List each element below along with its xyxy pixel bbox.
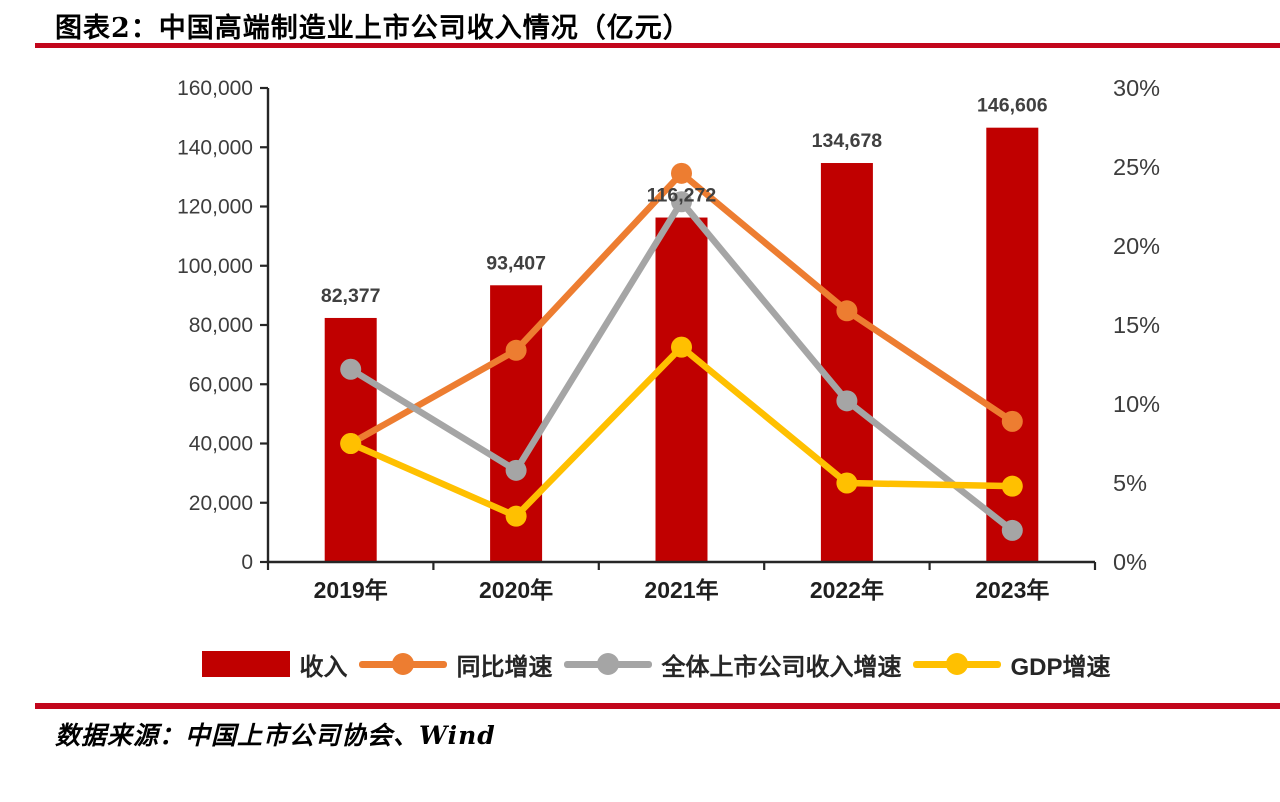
growth-marker-0-2023年: [1001, 410, 1023, 432]
growth-marker-2-2019年: [340, 433, 362, 454]
legend-label-gdp-growth: GDP增速: [1010, 653, 1111, 681]
growth-marker-1-2019年: [340, 358, 362, 380]
legend-label-all-listed-growth: 全体上市公司收入增速: [661, 653, 902, 681]
right-axis-tick-label: 25%: [1113, 154, 1160, 180]
chart-canvas: 82,377 93,407 116,272 134,678 146,606 0 20,000…: [177, 75, 1160, 603]
revenue-bar-2023年: [986, 127, 1039, 563]
left-axis-tick-label: 160,000: [177, 77, 253, 100]
x-axis-category-label: 2023年: [975, 577, 1049, 603]
growth-marker-1-2021年: [671, 191, 692, 213]
growth-marker-0-2022年: [836, 300, 858, 322]
left-axis-tick-label: 100,000: [177, 255, 253, 278]
chart-panel: 82,377 93,407 116,272 134,678 146,606 0 20,000…: [117, 48, 1196, 705]
legend-item-yoy-growth: 同比增速: [359, 647, 552, 682]
growth-marker-2-2022年: [836, 472, 858, 494]
right-axis-tick-label: 20%: [1113, 233, 1160, 259]
x-axis-category-label: 2022年: [810, 577, 884, 603]
x-axis-category-label: 2020年: [479, 577, 553, 603]
left-axis-tick-label: 40,000: [189, 433, 253, 456]
left-axis-tick-label: 140,000: [177, 136, 253, 159]
left-axis-tick-label: 120,000: [177, 196, 253, 219]
revenue-bar-2022年: [820, 163, 873, 562]
data-source-text: 数据来源：中国上市公司协会、Wind: [55, 721, 496, 750]
revenue-bar-2021年: [655, 217, 708, 563]
bar-value-label-2020年: 93,407: [486, 252, 546, 274]
legend-item-revenue: 收入: [202, 647, 347, 682]
bar-value-label-2021年: 116,272: [647, 185, 717, 207]
x-axis-category-label: 2019年: [314, 577, 388, 603]
bar-value-label-2019年: 82,377: [321, 285, 381, 307]
gdp-growth-line-marker-icon: [913, 652, 1002, 676]
growth-marker-2-2020年: [505, 505, 527, 527]
revenue-bar-swatch-icon: [202, 651, 291, 677]
growth-marker-2-2023年: [1001, 475, 1023, 497]
left-axis-tick-label: 0: [241, 551, 253, 574]
top-divider-rule: [35, 43, 1280, 48]
legend-label-revenue: 收入: [299, 653, 348, 681]
left-axis-tick-label: 60,000: [189, 373, 253, 396]
bar-value-label-2022年: 134,678: [812, 130, 883, 152]
growth-marker-1-2020年: [505, 459, 527, 481]
bottom-divider-rule: [35, 703, 1280, 709]
right-axis-tick-label: 5%: [1113, 470, 1147, 496]
legend-label-yoy-growth: 同比增速: [456, 653, 553, 681]
right-axis-tick-label: 0%: [1113, 549, 1147, 575]
yoy-growth-line-marker-icon: [359, 652, 448, 676]
growth-marker-2-2021年: [671, 336, 692, 358]
legend-item-all-listed-growth: 全体上市公司收入增速: [564, 647, 901, 682]
chart-title: 图表2：中国高端制造业上市公司收入情况（亿元）: [55, 13, 691, 44]
right-axis-tick-label: 15%: [1113, 312, 1160, 338]
growth-marker-1-2023年: [1001, 519, 1023, 541]
right-axis-tick-label: 10%: [1113, 391, 1160, 417]
left-axis-tick-label: 80,000: [189, 314, 253, 337]
chart-legend: 收入 同比增速 全体上市公司收入增速 GDP增速: [117, 634, 1196, 694]
x-axis-category-label: 2021年: [644, 577, 718, 603]
all-listed-growth-line-marker-icon: [564, 652, 653, 676]
bar-value-label-2023年: 146,606: [977, 95, 1048, 117]
growth-marker-0-2020年: [505, 339, 527, 361]
legend-item-gdp-growth: GDP增速: [913, 647, 1111, 682]
right-axis-tick-label: 30%: [1113, 75, 1160, 101]
growth-marker-0-2021年: [671, 162, 692, 184]
growth-marker-1-2022年: [836, 390, 858, 412]
left-axis-tick-label: 20,000: [189, 492, 253, 515]
